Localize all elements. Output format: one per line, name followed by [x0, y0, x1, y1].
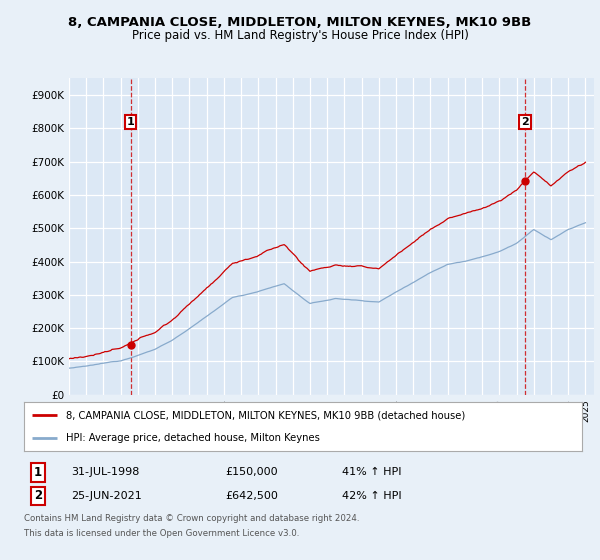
Text: 31-JUL-1998: 31-JUL-1998 — [71, 468, 140, 478]
Text: £642,500: £642,500 — [225, 491, 278, 501]
Text: 2: 2 — [34, 489, 42, 502]
Text: 41% ↑ HPI: 41% ↑ HPI — [342, 468, 401, 478]
Text: 2: 2 — [521, 116, 529, 127]
Text: 42% ↑ HPI: 42% ↑ HPI — [342, 491, 401, 501]
Text: HPI: Average price, detached house, Milton Keynes: HPI: Average price, detached house, Milt… — [66, 433, 320, 444]
Text: Contains HM Land Registry data © Crown copyright and database right 2024.: Contains HM Land Registry data © Crown c… — [24, 514, 359, 524]
Text: 1: 1 — [34, 466, 42, 479]
Text: 8, CAMPANIA CLOSE, MIDDLETON, MILTON KEYNES, MK10 9BB (detached house): 8, CAMPANIA CLOSE, MIDDLETON, MILTON KEY… — [66, 410, 465, 421]
Text: This data is licensed under the Open Government Licence v3.0.: This data is licensed under the Open Gov… — [24, 529, 299, 538]
Text: Price paid vs. HM Land Registry's House Price Index (HPI): Price paid vs. HM Land Registry's House … — [131, 29, 469, 42]
Text: £150,000: £150,000 — [225, 468, 278, 478]
Text: 25-JUN-2021: 25-JUN-2021 — [71, 491, 142, 501]
Text: 8, CAMPANIA CLOSE, MIDDLETON, MILTON KEYNES, MK10 9BB: 8, CAMPANIA CLOSE, MIDDLETON, MILTON KEY… — [68, 16, 532, 29]
Text: 1: 1 — [127, 116, 134, 127]
